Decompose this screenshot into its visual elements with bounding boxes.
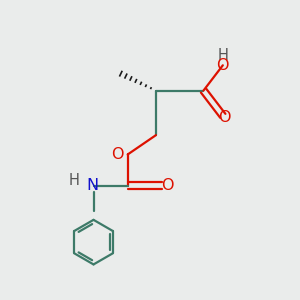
Text: H: H [218, 48, 228, 63]
Text: O: O [161, 178, 173, 193]
Text: O: O [218, 110, 231, 125]
Text: N: N [86, 178, 98, 193]
Text: H: H [69, 173, 80, 188]
Text: O: O [111, 147, 124, 162]
Text: O: O [217, 58, 229, 73]
